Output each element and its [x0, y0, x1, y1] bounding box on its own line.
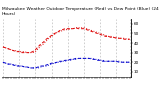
Text: Milwaukee Weather Outdoor Temperature (Red) vs Dew Point (Blue) (24 Hours): Milwaukee Weather Outdoor Temperature (R…	[2, 7, 158, 16]
